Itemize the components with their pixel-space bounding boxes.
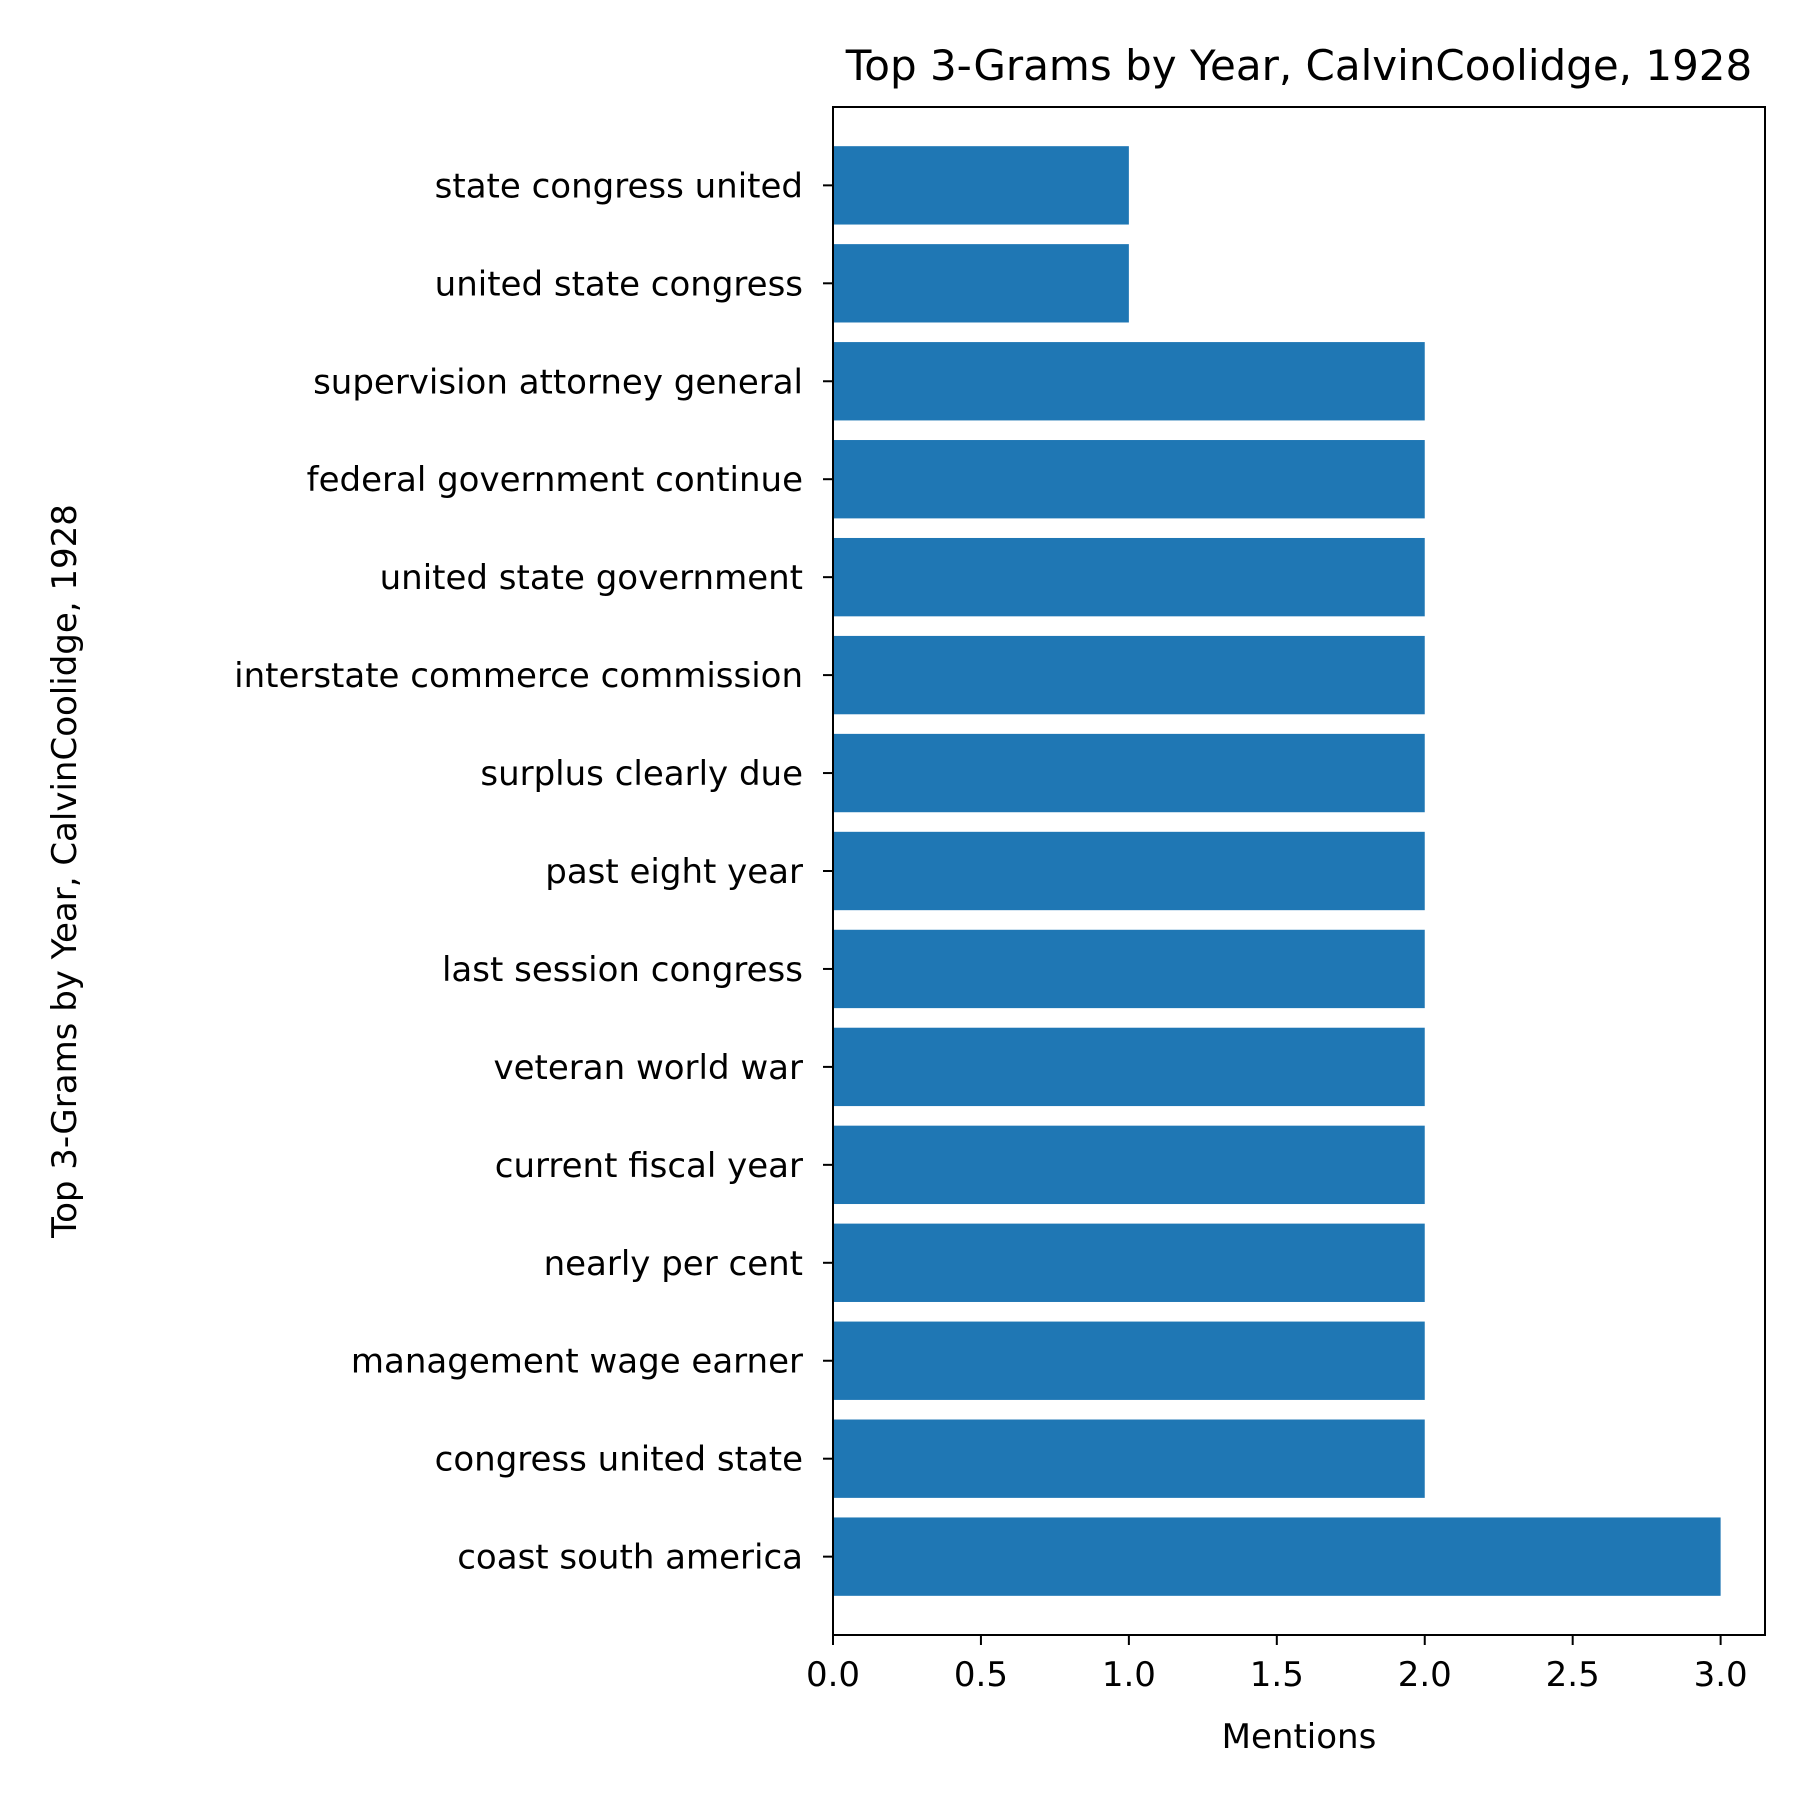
y-tick-label: united state government xyxy=(380,558,803,598)
y-tick-label: current fiscal year xyxy=(495,1146,803,1186)
bar xyxy=(833,1321,1425,1400)
y-tick-label: veteran world war xyxy=(493,1048,803,1088)
x-tick-label: 0.5 xyxy=(954,1655,1008,1695)
bar xyxy=(833,831,1425,911)
y-tick-label: congress united state xyxy=(435,1440,803,1480)
x-axis-label: Mentions xyxy=(1222,1717,1377,1757)
bars-layer xyxy=(833,146,1721,1596)
bar xyxy=(833,1027,1425,1107)
bar xyxy=(833,1223,1425,1302)
y-tick-label: last session congress xyxy=(442,950,803,990)
bar xyxy=(833,1125,1425,1205)
y-ticks: coast south america congress united state… xyxy=(234,166,833,1578)
bar xyxy=(833,635,1425,715)
y-tick-label: management wage earner xyxy=(351,1342,803,1382)
y-tick-label: nearly per cent xyxy=(544,1244,803,1284)
y-axis-label: Top 3-Grams by Year, CalvinCoolidge, 192… xyxy=(45,504,85,1239)
bar xyxy=(833,537,1425,617)
bar xyxy=(833,440,1425,519)
y-tick-label: united state congress xyxy=(435,264,803,304)
y-tick-label: supervision attorney general xyxy=(313,362,803,402)
y-tick-label: coast south america xyxy=(457,1538,803,1578)
axes-frame xyxy=(832,106,1766,1636)
y-tick-label: federal government continue xyxy=(307,460,803,500)
x-tick-label: 1.5 xyxy=(1250,1655,1304,1695)
bar xyxy=(833,342,1425,421)
bar xyxy=(833,244,1129,323)
y-tick-label: interstate commerce commission xyxy=(234,656,803,696)
x-ticks: 0.0 0.5 1.0 1.5 2.0 2.5 3.0 xyxy=(806,1635,1748,1695)
x-tick-label: 2.0 xyxy=(1398,1655,1452,1695)
bar xyxy=(833,146,1129,225)
y-tick-label: state congress united xyxy=(435,166,803,206)
x-tick-label: 1.0 xyxy=(1102,1655,1156,1695)
bar xyxy=(833,929,1425,1009)
y-tick-label: past eight year xyxy=(545,852,803,892)
bar xyxy=(833,1419,1425,1498)
x-tick-label: 0.0 xyxy=(806,1655,860,1695)
bar xyxy=(833,733,1425,813)
y-tick-label: surplus clearly due xyxy=(480,754,803,794)
chart-title: Top 3-Grams by Year, CalvinCoolidge, 192… xyxy=(845,41,1753,90)
bar xyxy=(833,1517,1721,1596)
x-tick-label: 2.5 xyxy=(1546,1655,1600,1695)
x-tick-label: 3.0 xyxy=(1694,1655,1748,1695)
